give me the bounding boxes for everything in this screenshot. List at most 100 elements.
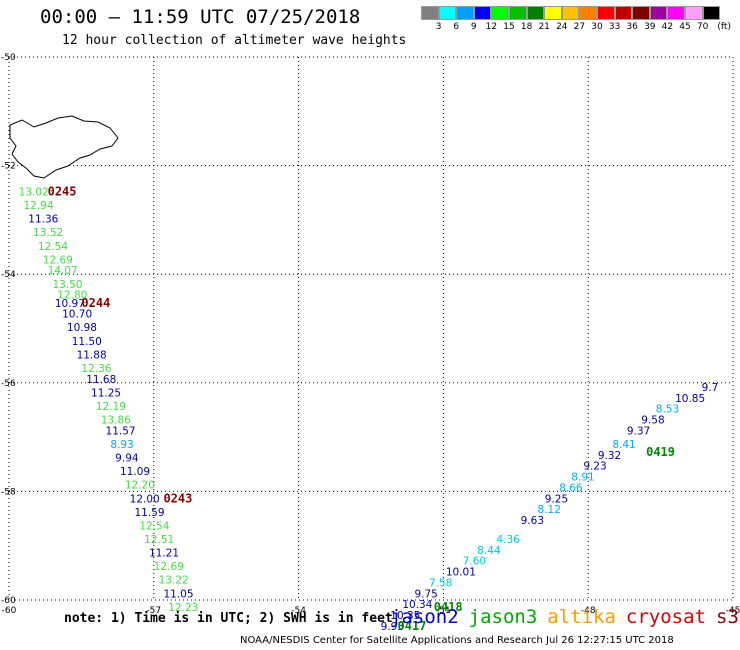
swh-label: 9.23 xyxy=(583,461,606,473)
colorbar-tick-label: 6 xyxy=(453,22,460,32)
swh-label: 10.70 xyxy=(62,309,92,321)
colorbar-swatch xyxy=(684,6,703,20)
colorbar-swatch xyxy=(508,6,527,20)
swh-label: 7.60 xyxy=(463,556,486,568)
note-text: note: 1) Time is in UTC; 2) SWH is in fe… xyxy=(64,611,393,626)
swh-label: 12.19 xyxy=(96,401,126,413)
swh-label: 8.53 xyxy=(656,404,679,416)
lon-tick-label: -48 xyxy=(581,606,596,616)
swh-label: 11.21 xyxy=(149,548,179,560)
pass-id-label: 0244 xyxy=(81,296,110,310)
colorbar-swatch xyxy=(438,6,457,20)
colorbar-tick-label: 3 xyxy=(435,22,442,32)
credit-text: NOAA/NESDIS Center for Satellite Applica… xyxy=(240,635,674,646)
swh-label: 10.97 xyxy=(55,298,85,310)
colorbar-swatch xyxy=(561,6,580,20)
lon-tick-label: -51 xyxy=(436,606,451,616)
colorbar-swatch xyxy=(667,6,685,20)
lon-tick-label: -57 xyxy=(146,606,161,616)
swh-label: 4.36 xyxy=(496,534,520,546)
colorbar-swatch xyxy=(596,6,615,20)
colorbar-swatch xyxy=(579,6,597,20)
swh-label: 7.58 xyxy=(429,577,452,589)
swh-label: 12.54 xyxy=(139,520,169,532)
swh-label: 11.36 xyxy=(28,214,58,226)
swh-label: 8.66 xyxy=(559,482,583,494)
pass-id-label: 0418 xyxy=(434,600,463,614)
swh-label: 13.02 xyxy=(19,186,49,198)
lat-tick-label: -52 xyxy=(1,162,16,172)
colorbar-tick-label: 70 xyxy=(696,22,709,32)
lat-tick-label: -54 xyxy=(1,270,16,280)
colorbar-swatch xyxy=(491,6,509,20)
swh-label: 10.34 xyxy=(402,599,432,611)
swh-label: 8.44 xyxy=(477,545,501,557)
swh-label: 9.7 xyxy=(702,382,719,394)
colorbar-tick-label: 27 xyxy=(573,22,586,32)
swh-label: 12.94 xyxy=(23,200,53,212)
lat-tick-label: -60 xyxy=(1,596,16,606)
colorbar-tick-label: 45 xyxy=(679,22,691,32)
colorbar-tick-label: 39 xyxy=(644,22,656,32)
colorbar-swatch xyxy=(526,6,545,20)
colorbar-swatch xyxy=(473,6,492,20)
swh-label: 9.37 xyxy=(627,425,650,437)
swh-label: 11.05 xyxy=(163,588,193,600)
lat-tick-label: -56 xyxy=(1,379,16,389)
swh-label: 12.00 xyxy=(130,493,160,505)
swh-label: 10.98 xyxy=(67,322,97,334)
swh-label: 13.86 xyxy=(101,415,131,427)
swh-label: 11.50 xyxy=(72,336,102,348)
colorbar-tick-label: 33 xyxy=(608,22,621,32)
swh-label: 10.35 xyxy=(390,610,420,622)
colorbar-tick-label: 36 xyxy=(626,22,638,32)
swh-label: 11.57 xyxy=(106,425,136,437)
colorbar-swatch xyxy=(456,6,474,20)
swh-label: 13.52 xyxy=(33,227,63,239)
swh-label: 9.58 xyxy=(641,415,664,427)
colorbar-unit: (ft) xyxy=(717,22,731,32)
pass-id-label: 0243 xyxy=(163,491,192,505)
lat-tick-label: -50 xyxy=(1,53,16,63)
mission-jason2: jason2 xyxy=(390,606,459,628)
swh-label: 12.36 xyxy=(81,363,111,375)
colorbar-swatch xyxy=(421,6,439,20)
colorbar-swatch xyxy=(632,6,650,20)
swh-label: 12.54 xyxy=(38,241,68,253)
colorbar-labels: 3 6 9 12 15 18 21 24 27 30 33 36 39 42 45 70 (ft) xyxy=(421,22,740,36)
swh-label: 11.09 xyxy=(120,466,150,478)
swh-label: 11.88 xyxy=(77,349,107,361)
swh-label: 12.20 xyxy=(125,480,155,492)
colorbar-tick-label: 30 xyxy=(591,22,603,32)
swh-label: 9.93 xyxy=(381,621,404,633)
swh-label: 13.22 xyxy=(159,575,189,587)
swh-label: 10.85 xyxy=(675,393,705,405)
swh-label: 8.93 xyxy=(110,439,133,451)
swh-label: 8.12 xyxy=(538,504,561,516)
colorbar-tick-label: 15 xyxy=(503,22,515,32)
swh-label: 9.75 xyxy=(414,588,437,600)
swh-label: 12.51 xyxy=(144,534,174,546)
colorbar-tick-label: 9 xyxy=(470,22,477,32)
swh-label: 11.59 xyxy=(134,507,164,519)
lon-tick-label: -60 xyxy=(2,606,17,616)
pass-id-label: 0417 xyxy=(398,619,427,633)
swh-label: 8.91 xyxy=(571,472,594,484)
colorbar-swatch xyxy=(544,6,562,20)
mission-s3a: s3a xyxy=(716,606,740,628)
colorbar-tick-label: 21 xyxy=(538,22,550,32)
swh-label: 9.25 xyxy=(545,493,568,505)
mission-altika: altika xyxy=(547,606,616,628)
colorbar-tick-label: 24 xyxy=(556,22,568,32)
swh-label: 10.01 xyxy=(446,567,476,579)
map-subtitle: 12 hour collection of altimeter wave hei… xyxy=(62,33,407,48)
swh-label: 13.50 xyxy=(52,279,82,291)
falkland-islands-coastline xyxy=(9,115,119,179)
mission-jason3: jason3 xyxy=(468,606,538,628)
colorbar-swatch xyxy=(702,6,721,20)
map-frame xyxy=(8,56,734,601)
colorbar-swatch xyxy=(649,6,668,20)
colorbar-tick-label: 42 xyxy=(661,22,674,32)
map-title: 00:00 – 11:59 UTC 07/25/2018 xyxy=(40,6,361,28)
